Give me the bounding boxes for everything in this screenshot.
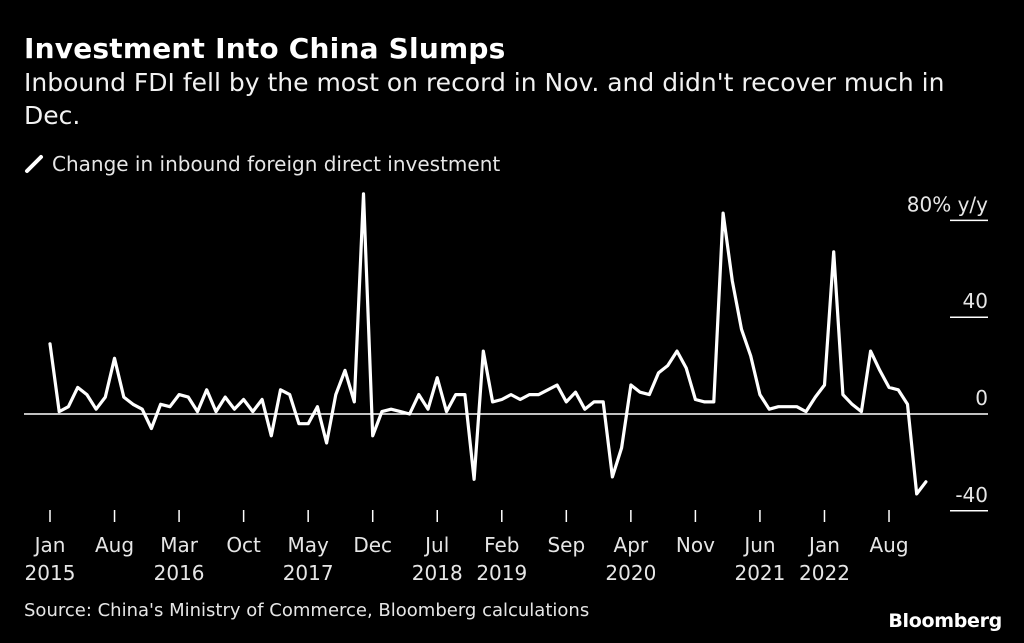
legend: Change in inbound foreign direct investm… <box>24 152 500 176</box>
x-tick-label: Jan <box>807 533 840 557</box>
x-tick-year-label: 2021 <box>734 561 785 585</box>
bloomberg-logo: Bloomberg <box>888 610 1002 632</box>
x-tick-year-label: 2019 <box>476 561 527 585</box>
x-tick-label: Dec <box>353 533 392 557</box>
x-tick-label: Sep <box>547 533 585 557</box>
x-tick-label: Jun <box>742 533 775 557</box>
fdi-change-series-line <box>48 192 928 496</box>
x-tick-label: Jan <box>33 533 66 557</box>
x-tick-label: Mar <box>160 533 199 557</box>
chart-title: Investment Into China Slumps <box>24 32 506 65</box>
x-tick-year-label: 2022 <box>799 561 850 585</box>
x-tick-label: Aug <box>869 533 908 557</box>
x-tick-label: Nov <box>676 533 715 557</box>
legend-label: Change in inbound foreign direct investm… <box>52 152 501 176</box>
chart-subtitle: Inbound FDI fell by the most on record i… <box>24 68 945 130</box>
x-tick-year-label: 2016 <box>154 561 205 585</box>
x-tick-label: Apr <box>614 533 649 557</box>
x-tick-label: Aug <box>95 533 134 557</box>
x-tick-label: Jul <box>423 533 449 557</box>
x-tick-label: May <box>287 533 329 557</box>
legend-line-icon <box>25 155 43 173</box>
y-tick-label: -40 <box>955 483 988 507</box>
x-tick-year-label: 2017 <box>283 561 334 585</box>
x-tick-year-label: 2018 <box>412 561 463 585</box>
source-note: Source: China's Ministry of Commerce, Bl… <box>24 600 590 621</box>
x-tick-label: Oct <box>226 533 261 557</box>
x-tick-label: Feb <box>484 533 519 557</box>
x-tick-year-label: 2015 <box>25 561 76 585</box>
y-tick-label: 40 <box>963 289 988 313</box>
y-tick-label: 0 <box>975 386 988 410</box>
y-tick-label: 80% y/y <box>907 192 988 216</box>
x-tick-year-label: 2020 <box>605 561 656 585</box>
